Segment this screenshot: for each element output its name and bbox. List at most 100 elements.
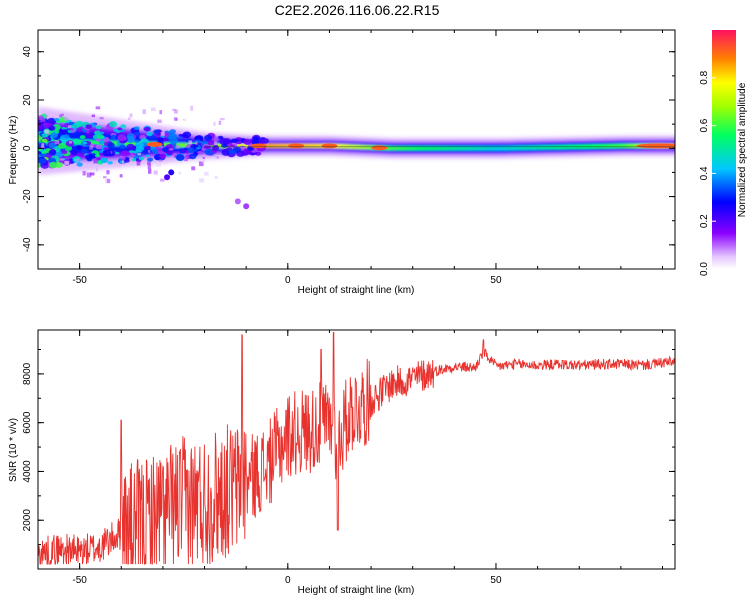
heat-blob [84,140,92,146]
heat-blob [89,153,97,159]
heat-blob [117,127,123,131]
heat-blob [183,147,189,151]
heat-blob [110,134,117,138]
heat-cell [675,139,679,152]
heat-cell [512,145,517,151]
heat-cell [620,143,625,149]
heat-blob [135,145,145,153]
heat-cell [420,145,425,151]
heat-blob [177,136,183,140]
heat-speck [40,118,46,122]
heat-cell [507,145,512,151]
heat-blob [145,154,150,158]
heat-cell [602,143,607,149]
heat-blob [107,160,113,165]
heat-blob [243,203,250,210]
heat-cell [337,143,342,149]
spectrogram-frame [37,29,676,270]
heat-cell [217,143,222,149]
heat-cell [275,143,280,149]
heat-cell [445,145,450,151]
heat-cell [400,145,405,151]
heat-cell [592,144,597,149]
heat-blob [107,142,115,148]
heat-blob [65,140,75,147]
heat-cell [342,143,347,149]
colorbar-gradient [712,30,736,269]
heat-cell [427,145,432,151]
heat-cell [610,143,615,149]
heat-blob [261,137,269,144]
heat-blob [138,156,145,161]
heat-speck [214,176,218,179]
heat-cell [470,145,475,151]
heat-speck [204,171,209,176]
heat-cell [537,145,542,150]
heat-blob [176,154,185,161]
heat-cell [492,145,497,151]
heat-cell [460,145,465,151]
heat-cell [615,143,620,149]
heat-speck [148,168,152,174]
heat-cell [390,145,395,151]
heat-speck [160,178,165,182]
snr-y-axis-label: SNR (10 * v/v) [8,418,19,482]
heat-blob [99,131,105,135]
colorbar-ticks: 0.0 0.2 0.4 0.6 0.8 [699,70,716,276]
heat-speck [68,125,72,129]
heat-cell [125,141,130,146]
heat-blob [95,138,101,142]
heat-cell [522,145,527,151]
heat-cell [285,143,290,149]
heat-cell [265,143,270,149]
heat-blob [38,153,42,158]
heat-blob [84,132,94,139]
heat-blob [96,134,105,140]
x-tick-label: 50 [490,275,502,286]
heat-cell [432,145,437,151]
heat-cell [430,145,435,151]
heat-blob [182,131,192,139]
heat-cell [415,145,420,151]
heat-cell [280,143,285,149]
y-tick-label: 20 [22,94,33,106]
heat-cell [177,142,182,148]
heat-cell [532,145,537,150]
heat-blob [98,140,105,145]
x-tick-label: 0 [285,275,291,286]
heat-speck [150,107,156,111]
heat-blob [72,138,81,144]
heat-blob [61,126,67,130]
heat-blob [117,134,127,142]
heat-speck [157,119,162,123]
heat-blob [146,131,153,137]
heat-cell [480,145,485,151]
heat-speck [93,158,98,164]
x-tick-label: 50 [490,575,502,586]
heat-cell [545,144,550,150]
heat-speck [121,160,125,165]
heat-blob [153,129,160,134]
heat-cell [452,145,457,151]
heat-cell [552,144,557,150]
heat-cell [365,144,370,150]
colorbar: 0.0 0.2 0.4 0.6 0.8 Normalized spectral ampl… [699,30,748,276]
heat-cell [310,143,315,149]
snr-series-line [38,331,675,565]
heat-speck [159,110,163,115]
heat-speck [86,129,90,134]
heat-speck [184,156,188,162]
heat-blob [144,146,151,150]
heat-cell [607,143,612,149]
heat-blob [228,149,236,155]
y-tick-label: -20 [22,189,33,204]
heat-cell [442,145,447,151]
y-tick-label: 40 [22,46,33,58]
heat-cell [302,143,307,149]
colorbar-tick-label: 0.4 [699,166,710,180]
heat-blob [48,125,56,131]
heat-cell [407,145,412,151]
heat-cell [95,140,100,146]
heat-cell [540,145,545,150]
heat-blob [95,144,103,150]
